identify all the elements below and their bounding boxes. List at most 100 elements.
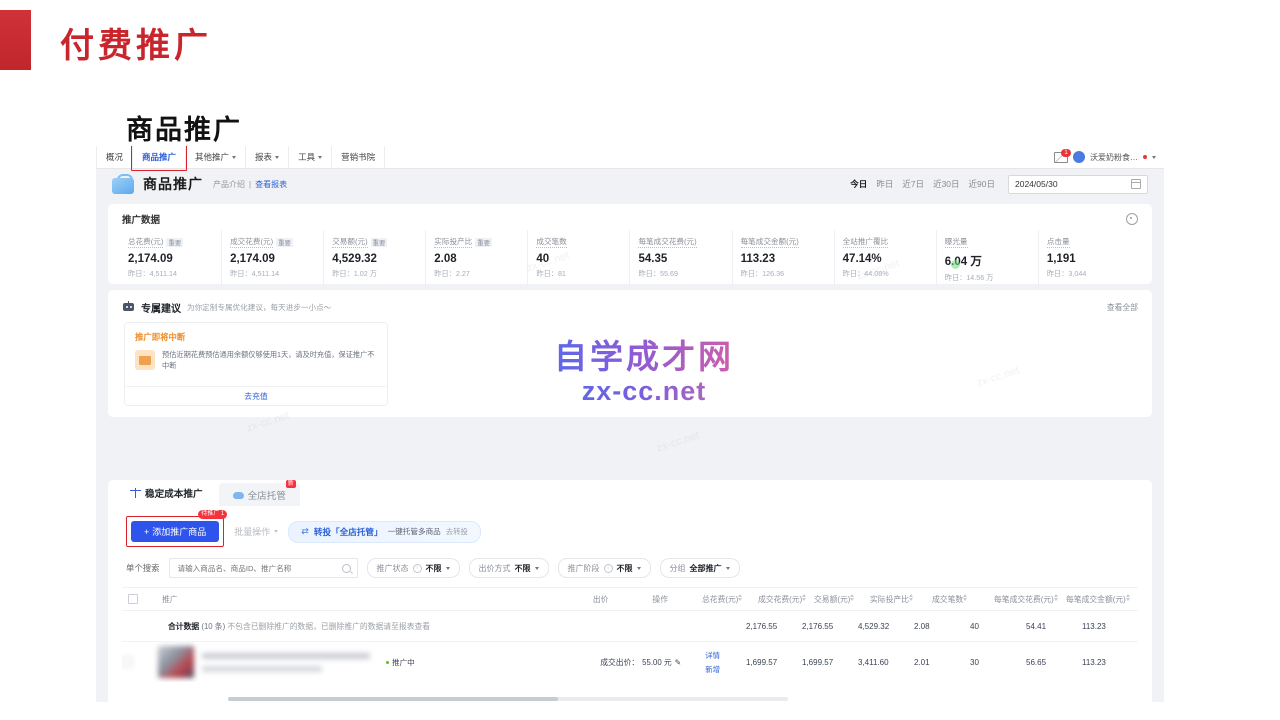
- add-promotion-product-button[interactable]: + 添加推广商品: [131, 521, 220, 542]
- metric-column-header[interactable]: 总花费(元): [702, 593, 758, 605]
- product-intro-label: 产品介绍: [213, 179, 245, 189]
- info-icon[interactable]: i: [603, 563, 613, 573]
- summary-label: 合计数据 (10 条) 不包含已删除推广的数据，已删除推广的数据请至报表查看: [168, 621, 430, 632]
- mail-badge: 1: [1061, 148, 1071, 157]
- metric-column-header[interactable]: 实际投产比: [870, 593, 932, 605]
- summary-values: 2,176.55 2,176.55 4,529.32 2.08 40 54.41 113.2…: [746, 622, 1138, 631]
- batch-operation-button[interactable]: 批量操作: [234, 525, 279, 538]
- bid-label: 成交出价：: [600, 657, 640, 667]
- view-report-link[interactable]: 查看报表: [255, 179, 288, 189]
- shopping-bag-icon: [112, 174, 134, 194]
- metric-label-wrap: 实际投产比 重要: [434, 236, 521, 248]
- column-header-label: 每笔成交花费(元): [994, 594, 1054, 604]
- column-header-label: 实际投产比: [870, 594, 909, 604]
- advice-item-footer[interactable]: 去充值: [126, 386, 386, 405]
- nav-tab-label: 商品推广: [142, 152, 177, 162]
- metric-cell-value: 2.01: [914, 657, 930, 667]
- panel-tab-1[interactable]: 稳定成本推广: [116, 480, 217, 506]
- promo-action-link[interactable]: 去转投: [445, 527, 468, 536]
- metric-value: 2,174.09: [230, 253, 317, 265]
- metric-cell-value: 113.23: [1082, 621, 1106, 631]
- metric-column-header[interactable]: 成交笔数: [932, 593, 994, 605]
- sort-icon[interactable]: [1125, 593, 1130, 605]
- filter-select-1[interactable]: 推广状态 i 不限: [366, 558, 460, 578]
- metric-column-header[interactable]: 成交花费(元): [758, 593, 814, 605]
- advice-item-card[interactable]: 推广即将中断 预估近期花费预估通用余额仅够使用1天，请及时充值，保证推广不中断 …: [124, 322, 388, 406]
- table-row[interactable]: 推广中 成交出价： 55.00 元 ✎ 详情 新增 1,699.57 1,699.…: [122, 642, 1138, 682]
- pending-badge: 待推广 1: [198, 510, 228, 519]
- nav-tab-1[interactable]: 概况: [96, 146, 134, 168]
- column-header-bid: 出价: [592, 594, 609, 604]
- recharge-link[interactable]: 去充值: [244, 391, 268, 401]
- full-store-promo-banner[interactable]: ⇄ 转投「全店托管」 一键托管多商品 去转投: [288, 520, 481, 543]
- filter-select-3[interactable]: 推广阶段 i 不限: [557, 558, 651, 578]
- advice-header: 专属建议 为你定制专属优化建议，每天进步一小点～: [108, 290, 1152, 315]
- advice-view-all-link[interactable]: 查看全部: [1106, 303, 1138, 312]
- edit-pencil-icon[interactable]: ✎: [674, 657, 682, 667]
- filter-select-2[interactable]: 出价方式 不限: [468, 558, 549, 578]
- add-link[interactable]: 新增: [705, 664, 720, 674]
- metric-column-header[interactable]: 每笔成交金额(元): [1066, 593, 1138, 605]
- filter-select-4[interactable]: 分组 全部推广: [659, 558, 740, 578]
- mail-icon[interactable]: 1: [1054, 148, 1071, 163]
- username-label[interactable]: 沃爱奶粉食…: [1090, 152, 1138, 162]
- avatar[interactable]: [1073, 151, 1085, 163]
- metric-cell-value: 2,176.55: [802, 621, 834, 631]
- nav-tab-6[interactable]: 营销书院: [332, 146, 386, 168]
- metrics-card: 推广数据 总花费(元) 重要 2,174.09 昨日：4,511.14 成交花费(元) 重…: [108, 204, 1152, 289]
- date-option-2[interactable]: 昨日: [876, 179, 894, 189]
- search-mode-label[interactable]: 单个搜索: [126, 563, 160, 573]
- filter-label: 推广阶段: [567, 563, 600, 573]
- metric-cell-value: 1,699.57: [746, 657, 778, 667]
- date-option-5[interactable]: 近90日: [968, 179, 995, 189]
- panel-tab-2[interactable]: 全店托管 新: [218, 480, 300, 506]
- nav-tab-2[interactable]: 商品推广: [131, 146, 188, 171]
- sort-icon[interactable]: [802, 593, 807, 605]
- nav-tab-3[interactable]: 其他推广: [186, 146, 247, 168]
- nav-tab-4[interactable]: 报表: [246, 146, 290, 168]
- date-option-4[interactable]: 近30日: [933, 179, 960, 189]
- chevron-down-icon[interactable]: [1152, 155, 1156, 159]
- metric-label: 交易额(元): [332, 237, 368, 248]
- gear-icon[interactable]: [1126, 213, 1138, 225]
- date-option-1[interactable]: 今日: [850, 179, 868, 189]
- metric-column-header[interactable]: 交易额(元): [814, 593, 870, 605]
- product-info: [202, 652, 370, 672]
- sort-icon[interactable]: [1053, 593, 1058, 605]
- filter-label: 推广状态: [376, 563, 409, 573]
- product-thumbnail: [158, 646, 194, 678]
- metric-label: 全站推广覆比: [842, 237, 889, 248]
- row-checkbox[interactable]: [122, 657, 132, 667]
- metric-column-header[interactable]: 每笔成交花费(元): [994, 593, 1066, 605]
- status-dot-icon: [386, 660, 389, 664]
- date-input[interactable]: 2024/05/30: [1008, 174, 1148, 194]
- horizontal-scrollbar[interactable]: [228, 697, 788, 701]
- search-input[interactable]: [175, 562, 320, 574]
- metric-label: 每笔成交金额(元): [740, 237, 799, 248]
- nav-tab-5[interactable]: 工具: [289, 146, 333, 168]
- select-all-checkbox[interactable]: [128, 594, 138, 604]
- metric-label: 总花费(元): [128, 237, 164, 248]
- detail-link[interactable]: 详情: [705, 650, 720, 660]
- filter-label: 出价方式: [478, 563, 511, 573]
- filter-value: 不限: [514, 563, 531, 573]
- red-accent-block: [0, 10, 31, 70]
- chevron-down-icon: [275, 155, 280, 159]
- date-option-3[interactable]: 近7日: [902, 179, 925, 189]
- info-icon[interactable]: i: [412, 563, 422, 573]
- batch-label: 批量操作: [234, 527, 271, 537]
- metric-previous: 昨日：1.02 万: [332, 269, 377, 278]
- search-icon[interactable]: [341, 563, 351, 573]
- metric-previous: 昨日：44.08%: [842, 269, 889, 278]
- sort-icon[interactable]: [963, 593, 968, 605]
- metric-value: 2,174.09: [128, 253, 215, 265]
- sort-icon[interactable]: [850, 593, 855, 605]
- sort-icon[interactable]: [738, 593, 743, 605]
- sort-icon[interactable]: [908, 593, 913, 605]
- metric-label: 点击量: [1046, 237, 1070, 248]
- metric-value-text: 113.23: [740, 253, 776, 265]
- metric-value-text: 6.04 万: [944, 256, 982, 268]
- search-box[interactable]: [168, 558, 358, 578]
- metric-cell: 曝光量 6.04 万昨日：14.56 万: [937, 230, 1039, 289]
